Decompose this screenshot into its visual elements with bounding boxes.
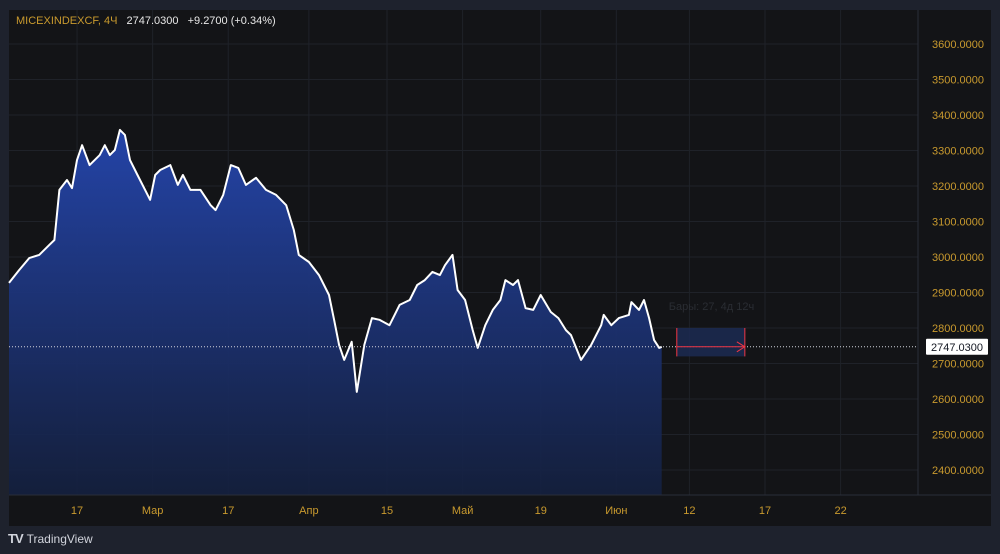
price-tick-label: 3000.0000 bbox=[932, 252, 984, 264]
price-tick-label: 3600.0000 bbox=[932, 39, 984, 51]
price-tick-label: 3100.0000 bbox=[932, 217, 984, 229]
price-area-fill bbox=[9, 129, 662, 495]
current-price-badge bbox=[926, 338, 988, 355]
time-tick-label: Май bbox=[452, 505, 474, 517]
price-line bbox=[8, 128, 663, 393]
time-tick-label: 15 bbox=[381, 505, 393, 517]
time-tick-label: 17 bbox=[71, 505, 83, 517]
measure-label: Бары: 27, 4д 12ч bbox=[669, 301, 754, 313]
time-tick-label: 19 bbox=[535, 505, 547, 517]
price-tick-label: 2400.0000 bbox=[932, 465, 984, 477]
price-tick-label: 3300.0000 bbox=[932, 146, 984, 158]
price-tick-label: 2700.0000 bbox=[932, 359, 984, 371]
time-tick-label: 22 bbox=[834, 505, 846, 517]
price-tick-label: 3200.0000 bbox=[932, 181, 984, 193]
price-change: +9.2700 (+0.34%) bbox=[187, 15, 276, 27]
chart-legend: MICEXINDEXCF, 4Ч 2747.0300 +9.2700 (+0.3… bbox=[16, 15, 276, 27]
price-tick-label: 3500.0000 bbox=[932, 75, 984, 87]
current-price-badge-label: 2747.0300 bbox=[931, 342, 983, 354]
price-tick-label: 3400.0000 bbox=[932, 110, 984, 122]
measure-arrow-head-icon bbox=[736, 341, 746, 353]
price-tick-label: 2900.0000 bbox=[932, 288, 984, 300]
time-tick-label: Июн bbox=[605, 505, 627, 517]
time-tick-label: 17 bbox=[759, 505, 771, 517]
time-tick-label: Мар bbox=[142, 505, 164, 517]
tradingview-logo[interactable]: TV TradingView bbox=[8, 531, 93, 546]
time-tick-label: Апр bbox=[299, 505, 318, 517]
symbol-label[interactable]: MICEXINDEXCF, 4Ч bbox=[16, 15, 118, 27]
tradingview-logo-icon: TV bbox=[8, 531, 24, 546]
last-price: 2747.0300 bbox=[126, 15, 179, 27]
time-tick-label: 12 bbox=[683, 505, 695, 517]
brand-name: TradingView bbox=[26, 531, 93, 546]
measure-range-box bbox=[676, 328, 745, 357]
price-tick-label: 2600.0000 bbox=[932, 394, 984, 406]
price-tick-label: 2500.0000 bbox=[932, 430, 984, 442]
time-tick-label: 17 bbox=[222, 505, 234, 517]
price-tick-label: 2800.0000 bbox=[932, 323, 984, 335]
